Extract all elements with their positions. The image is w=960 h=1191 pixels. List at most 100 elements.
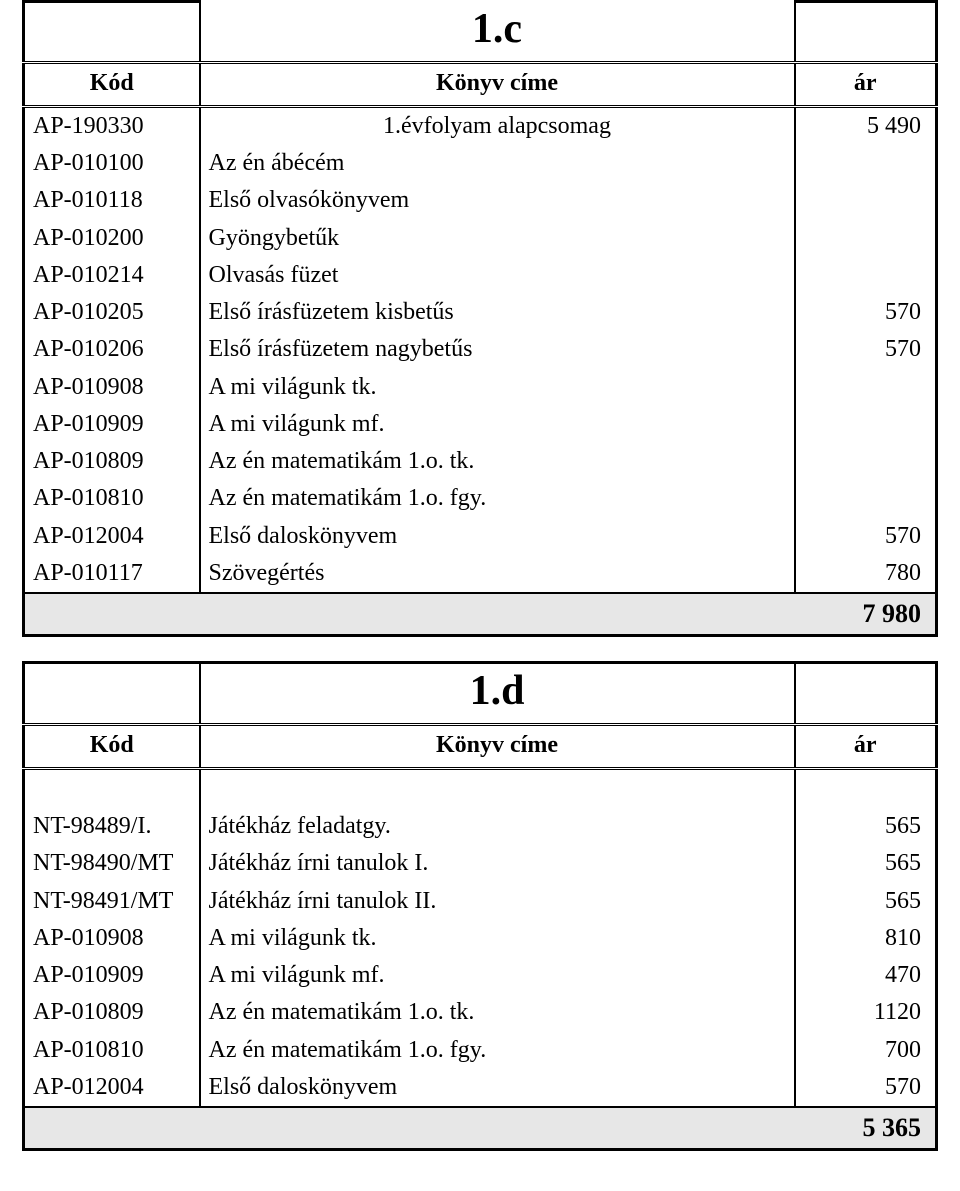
table-row: NT-98491/MTJátékház írni tanulok II.565: [24, 883, 937, 920]
cell-code: AP-010909: [24, 406, 200, 443]
cell-price: 470: [795, 957, 937, 994]
book-table-1c: 1.c Kód Könyv címe ár AP-1903301.évfolya…: [22, 0, 938, 637]
cell-title: Az én matematikám 1.o. tk.: [200, 443, 795, 480]
cell-title: Első olvasókönyvem: [200, 182, 795, 219]
cell-price: 700: [795, 1032, 937, 1069]
cell-price: 570: [795, 331, 937, 368]
empty-cell: [24, 662, 200, 724]
cell-code: AP-010206: [24, 331, 200, 368]
cell-price: 1120: [795, 994, 937, 1031]
cell-code: AP-010809: [24, 994, 200, 1031]
cell-code: AP-010200: [24, 220, 200, 257]
cell-title: Első daloskönyvem: [200, 1069, 795, 1107]
cell-code: AP-012004: [24, 1069, 200, 1107]
cell-code: AP-010809: [24, 443, 200, 480]
table-row: AP-010205Első írásfüzetem kisbetűs570: [24, 294, 937, 331]
header-price: ár: [795, 62, 937, 106]
header-title: Könyv címe: [200, 725, 795, 769]
cell-title: Az én matematikám 1.o. fgy.: [200, 1032, 795, 1069]
cell-title: A mi világunk tk.: [200, 920, 795, 957]
total-value: 7 980: [24, 593, 937, 635]
table-row: AP-010908A mi világunk tk.: [24, 369, 937, 406]
table-row: 1.d: [24, 662, 937, 724]
cell-price: 5 490: [795, 106, 937, 145]
cell-title: Olvasás füzet: [200, 257, 795, 294]
table-header-row: Kód Könyv címe ár: [24, 62, 937, 106]
cell-code: AP-010214: [24, 257, 200, 294]
cell-price: 780: [795, 555, 937, 593]
cell-title: A mi világunk tk.: [200, 369, 795, 406]
cell-price: [795, 257, 937, 294]
cell-title: Első daloskönyvem: [200, 518, 795, 555]
table-row: AP-010809Az én matematikám 1.o. tk.1120: [24, 994, 937, 1031]
table-row: AP-010117Szövegértés780: [24, 555, 937, 593]
table-row: AP-010214Olvasás füzet: [24, 257, 937, 294]
cell-price: [795, 406, 937, 443]
cell-title: A mi világunk mf.: [200, 957, 795, 994]
cell-price: [795, 443, 937, 480]
header-title: Könyv címe: [200, 62, 795, 106]
empty-cell: [795, 769, 937, 809]
cell-title: Az én ábécém: [200, 145, 795, 182]
cell-code: NT-98490/MT: [24, 845, 200, 882]
cell-price: 565: [795, 808, 937, 845]
cell-title: Az én matematikám 1.o. fgy.: [200, 480, 795, 517]
cell-code: AP-012004: [24, 518, 200, 555]
cell-price: [795, 220, 937, 257]
total-row: 7 980: [24, 593, 937, 635]
table-row: 1.c: [24, 2, 937, 63]
cell-title: Első írásfüzetem nagybetűs: [200, 331, 795, 368]
table-row: AP-010100Az én ábécém: [24, 145, 937, 182]
table-row: AP-010200Gyöngybetűk: [24, 220, 937, 257]
empty-cell: [24, 2, 200, 63]
cell-code: AP-010908: [24, 369, 200, 406]
cell-code: NT-98489/I.: [24, 808, 200, 845]
empty-cell: [795, 2, 937, 63]
cell-title: Az én matematikám 1.o. tk.: [200, 994, 795, 1031]
cell-code: AP-010810: [24, 1032, 200, 1069]
cell-code: AP-190330: [24, 106, 200, 145]
cell-code: AP-010205: [24, 294, 200, 331]
book-table-1d: 1.d Kód Könyv címe ár NT-98489/I.Játékhá…: [22, 661, 938, 1151]
table-title: 1.c: [200, 2, 795, 63]
table-row: AP-010809Az én matematikám 1.o. tk.: [24, 443, 937, 480]
header-price: ár: [795, 725, 937, 769]
table-row: AP-010118Első olvasókönyvem: [24, 182, 937, 219]
cell-price: [795, 480, 937, 517]
cell-code: AP-010118: [24, 182, 200, 219]
cell-price: 565: [795, 883, 937, 920]
cell-price: [795, 369, 937, 406]
cell-title: Játékház írni tanulok I.: [200, 845, 795, 882]
cell-price: 810: [795, 920, 937, 957]
cell-price: [795, 182, 937, 219]
cell-code: AP-010909: [24, 957, 200, 994]
table-row: NT-98490/MTJátékház írni tanulok I.565: [24, 845, 937, 882]
cell-code: AP-010810: [24, 480, 200, 517]
cell-title: Játékház írni tanulok II.: [200, 883, 795, 920]
table-row: AP-012004Első daloskönyvem570: [24, 1069, 937, 1107]
cell-title: Gyöngybetűk: [200, 220, 795, 257]
table-row: AP-1903301.évfolyam alapcsomag5 490: [24, 106, 937, 145]
cell-code: AP-010117: [24, 555, 200, 593]
total-value: 5 365: [24, 1107, 937, 1149]
table-row: AP-010206Első írásfüzetem nagybetűs570: [24, 331, 937, 368]
empty-cell: [795, 662, 937, 724]
cell-code: AP-010100: [24, 145, 200, 182]
empty-cell: [24, 769, 200, 809]
cell-price: 570: [795, 294, 937, 331]
cell-code: NT-98491/MT: [24, 883, 200, 920]
table-row: AP-010810Az én matematikám 1.o. fgy.: [24, 480, 937, 517]
total-row: 5 365: [24, 1107, 937, 1149]
table-row: AP-010909A mi világunk mf.470: [24, 957, 937, 994]
cell-title: A mi világunk mf.: [200, 406, 795, 443]
table-row: AP-012004Első daloskönyvem570: [24, 518, 937, 555]
table-header-row: Kód Könyv címe ár: [24, 725, 937, 769]
header-code: Kód: [24, 62, 200, 106]
empty-cell: [200, 769, 795, 809]
cell-price: 565: [795, 845, 937, 882]
table-row: AP-010810Az én matematikám 1.o. fgy.700: [24, 1032, 937, 1069]
table-row: AP-010909A mi világunk mf.: [24, 406, 937, 443]
cell-title: Első írásfüzetem kisbetűs: [200, 294, 795, 331]
table-row: AP-010908A mi világunk tk.810: [24, 920, 937, 957]
cell-title: 1.évfolyam alapcsomag: [200, 106, 795, 145]
